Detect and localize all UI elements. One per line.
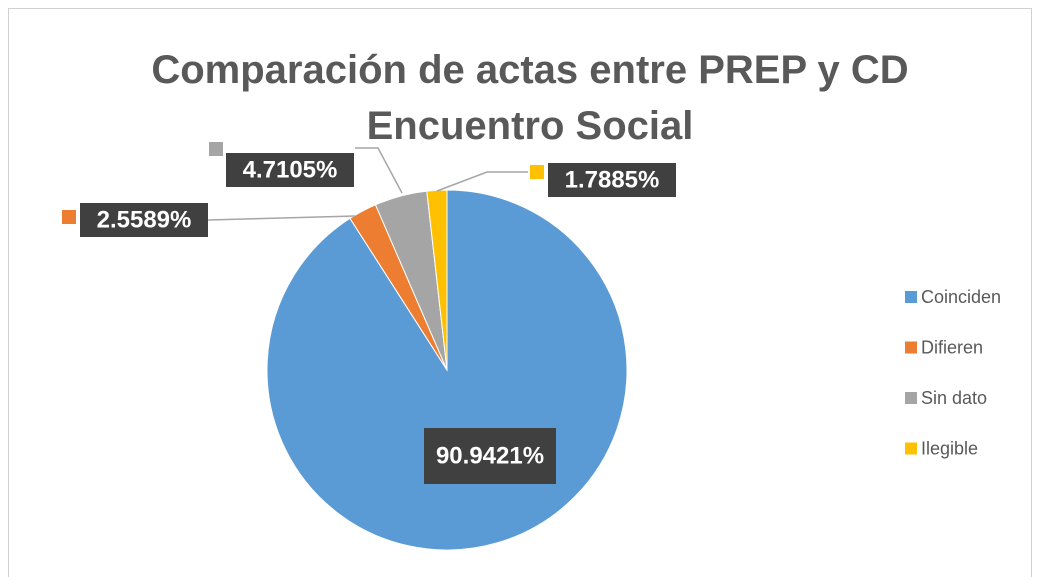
data-label-box [424,428,556,484]
data-label: 90.9421% [436,442,544,469]
data-label-box [226,153,354,187]
legend-key [905,291,917,303]
legend-key [905,392,917,404]
legend-label: Difieren [921,337,983,357]
legend-key [905,341,917,354]
data-label: 1.7885% [565,166,660,193]
leader-line [207,215,356,221]
data-label: 4.7105% [243,156,338,183]
data-label-box [80,203,208,237]
chart-title: Comparación de actas entre PREP y CD Enc… [151,48,909,148]
legend-label: Ilegible [921,438,978,458]
data-label-key [530,165,544,179]
data-label-key [62,210,76,224]
data-label: 2.5589% [97,206,192,233]
legend-label: Sin dato [921,388,987,408]
leader-line [436,171,528,192]
data-label-key [209,142,223,156]
data-label-box [548,163,676,197]
leader-line [355,147,403,194]
legend-label: Coinciden [921,287,1001,307]
legend-key [905,442,917,455]
chart-frame [8,8,1032,577]
